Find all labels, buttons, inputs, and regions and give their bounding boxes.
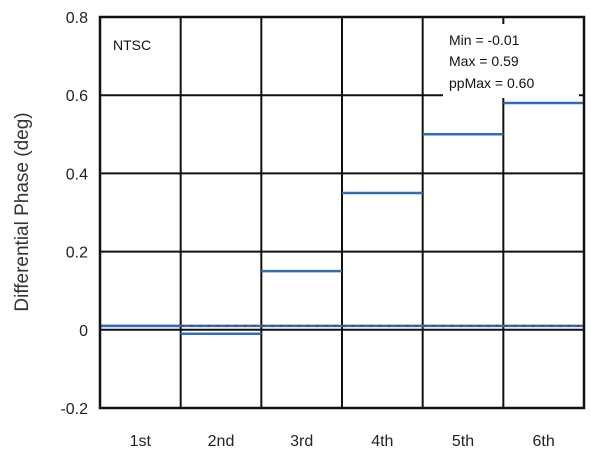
x-tick-labels: 1st 2nd 3rd 4th 5th 6th	[130, 433, 555, 450]
stats-ppmax: ppMax = 0.60	[449, 75, 534, 91]
y-tick-label: 0.6	[66, 88, 88, 105]
y-axis-title: Differential Phase (deg)	[12, 112, 33, 311]
x-tick-label: 6th	[533, 433, 555, 450]
x-tick-label: 5th	[452, 433, 474, 450]
y-tick-label: 0	[79, 323, 88, 340]
series	[100, 101, 584, 335]
y-tick-labels: -0.2 0 0.2 0.4 0.6 0.8	[60, 10, 88, 418]
x-tick-label: 4th	[371, 433, 393, 450]
x-tick-label: 1st	[130, 433, 152, 450]
plot-frame	[98, 15, 586, 410]
y-tick-label: -0.2	[60, 401, 88, 418]
y-tick-label: 0.4	[66, 166, 88, 183]
stats-min: Min = -0.01	[449, 32, 520, 48]
panel-label: NTSC	[113, 37, 151, 53]
y-tick-label: 0.2	[66, 245, 88, 262]
x-tick-label: 3rd	[290, 433, 313, 450]
stats-max: Max = 0.59	[449, 53, 519, 69]
y-tick-label: 0.8	[66, 10, 88, 27]
stats-box	[443, 24, 579, 98]
x-tick-label: 2nd	[208, 433, 235, 450]
